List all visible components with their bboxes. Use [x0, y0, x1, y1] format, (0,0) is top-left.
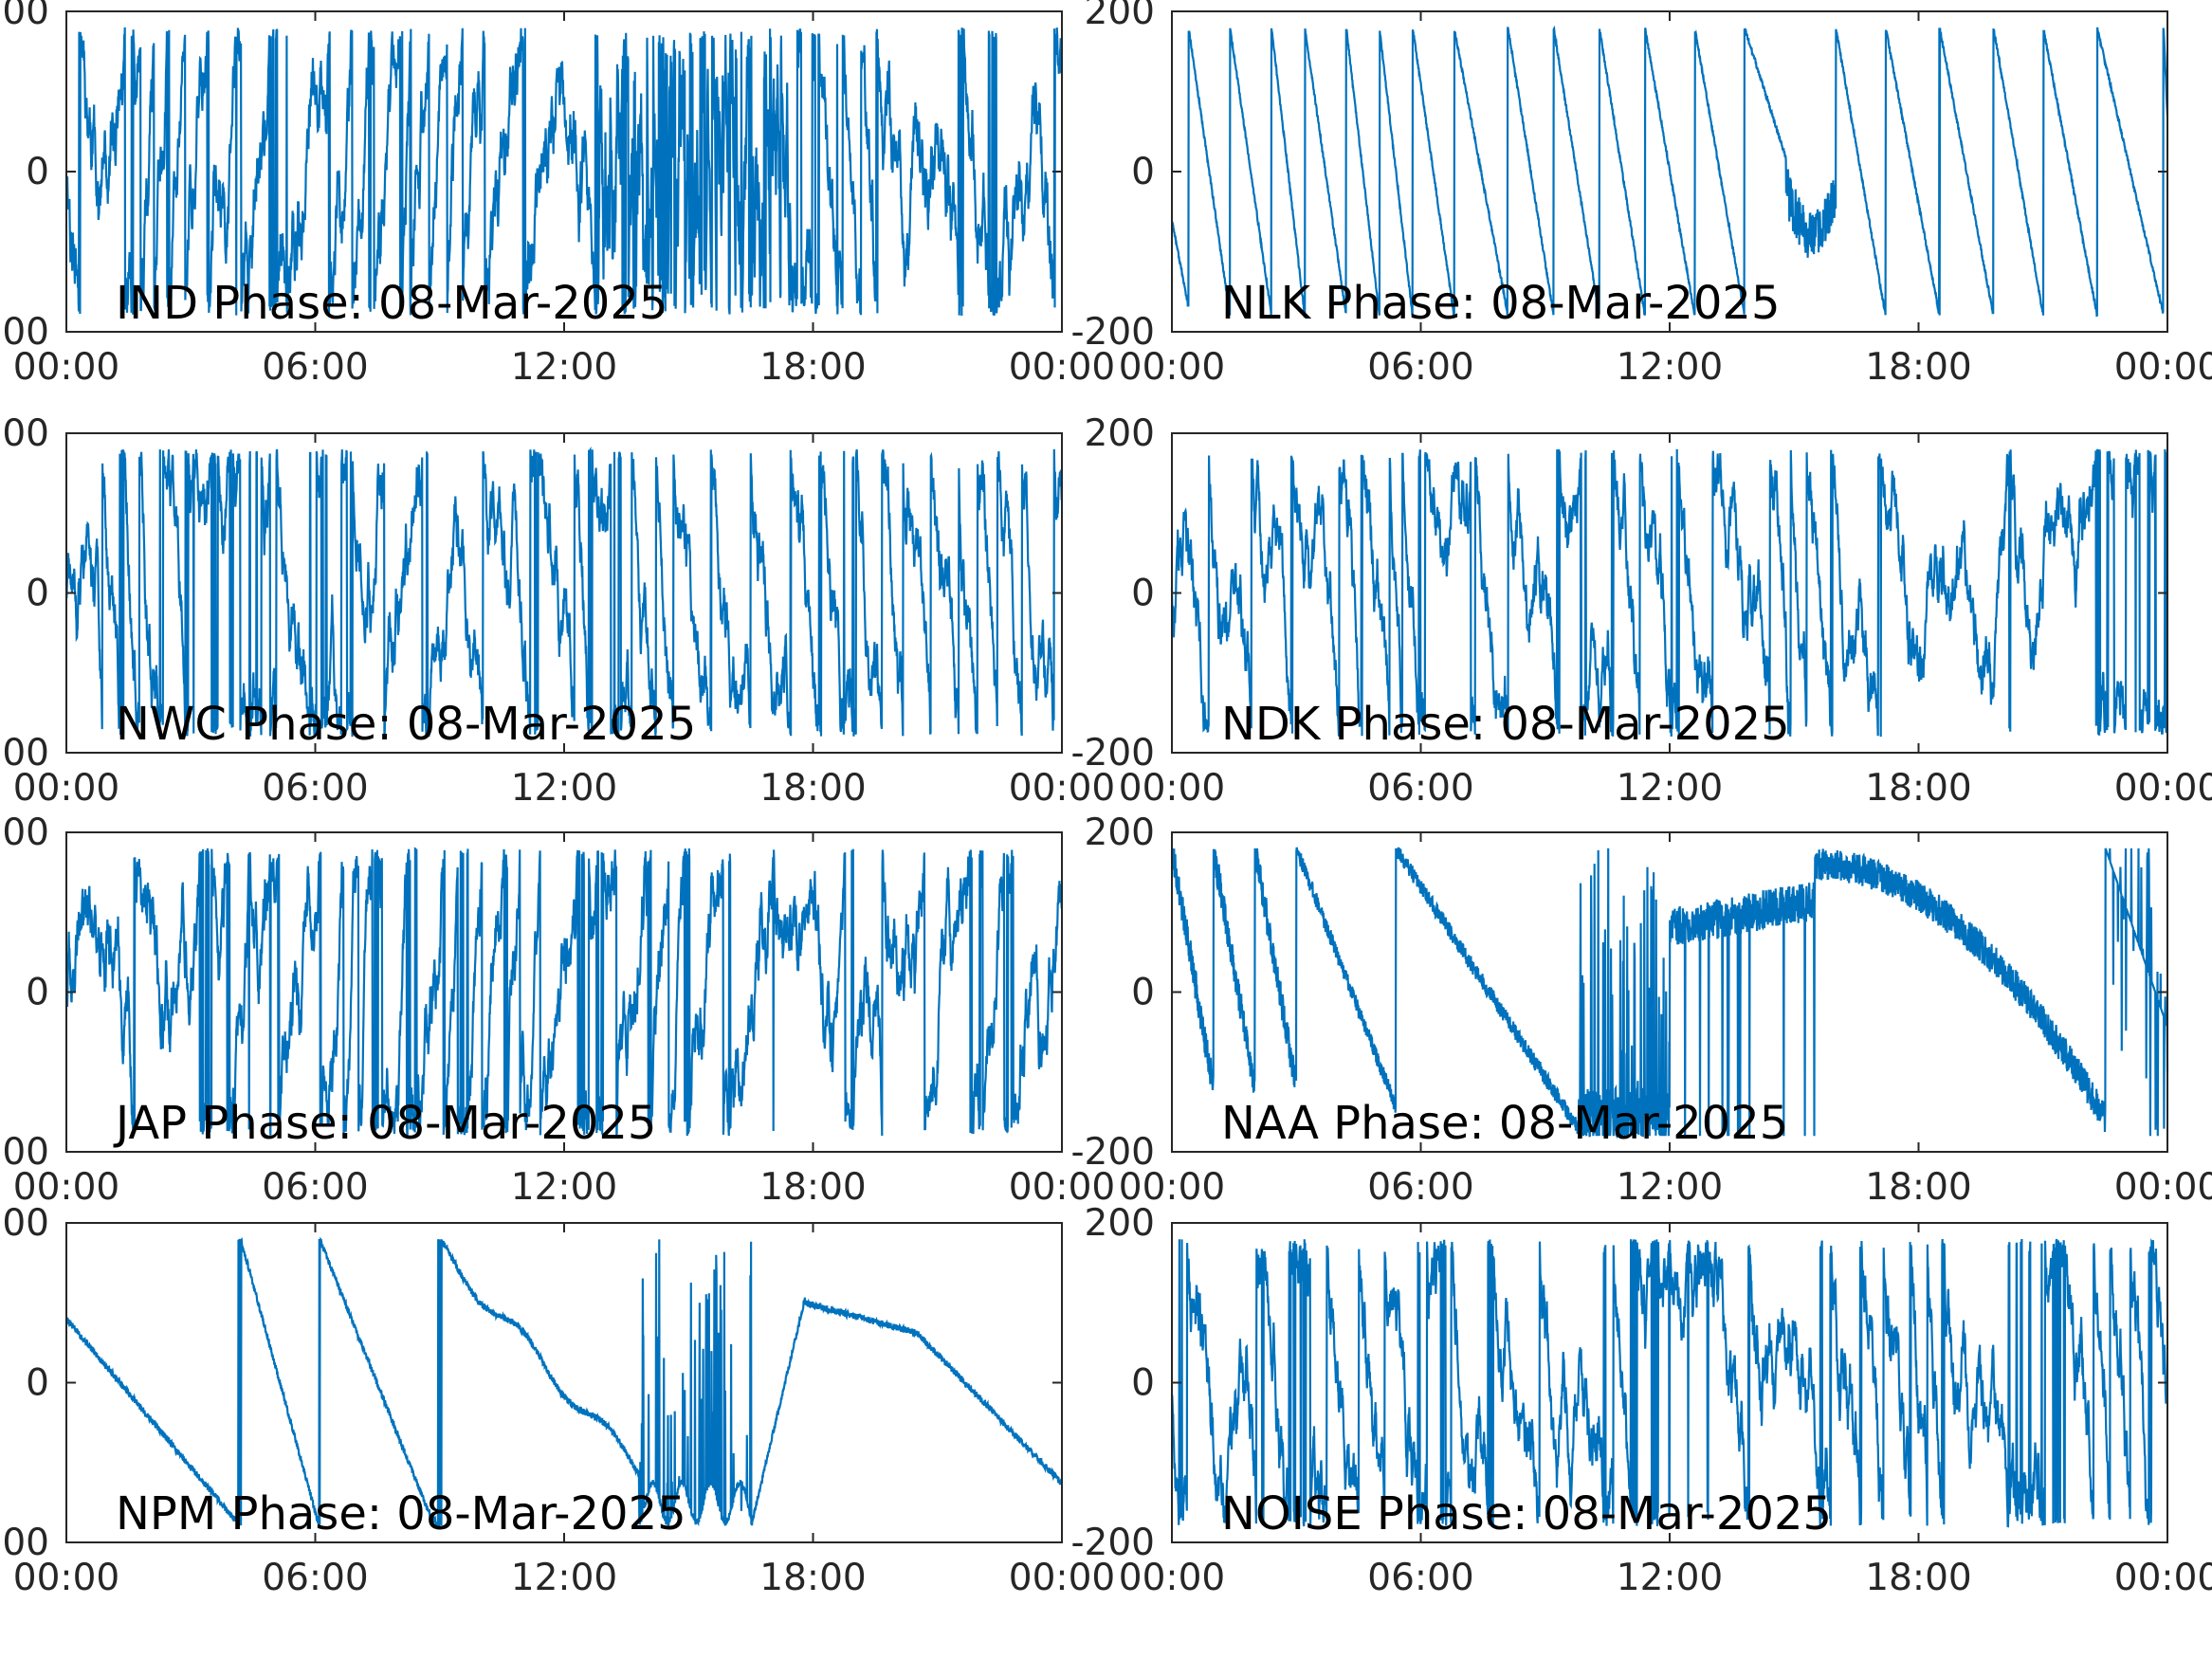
x-tick-label: 12:00 — [1617, 767, 1723, 810]
x-tick-label: 06:00 — [262, 1166, 368, 1209]
x-tick-label: 18:00 — [759, 767, 866, 810]
y-tick-label: -200 — [0, 1131, 49, 1174]
x-tick-label: 06:00 — [1367, 1557, 1473, 1599]
y-tick-label: 200 — [1085, 811, 1155, 854]
panel-label: NOISE Phase: 08-Mar-2025 — [1221, 1487, 1832, 1540]
panel-label: IND Phase: 08-Mar-2025 — [116, 277, 667, 330]
y-tick-label: 200 — [1085, 412, 1155, 455]
x-tick-label: 00:00 — [13, 346, 119, 389]
y-tick-label: -200 — [1070, 1131, 1155, 1174]
x-tick-label: 00:00 — [1009, 767, 1115, 810]
x-tick-label: 00:00 — [13, 767, 119, 810]
x-tick-label: 00:00 — [1119, 767, 1225, 810]
panel-label: NLK Phase: 08-Mar-2025 — [1221, 277, 1781, 330]
phase-series-line — [64, 27, 1064, 317]
x-tick-label: 12:00 — [511, 346, 617, 389]
y-tick-label: -200 — [1070, 732, 1155, 775]
phase-series-line — [64, 446, 1064, 738]
x-tick-label: 12:00 — [511, 767, 617, 810]
y-tick-label: -200 — [1070, 311, 1155, 354]
panel-label: NWC Phase: 08-Mar-2025 — [116, 698, 696, 751]
x-tick-label: 00:00 — [13, 1557, 119, 1599]
y-tick-label: 200 — [0, 811, 49, 854]
y-tick-label: 200 — [1085, 1202, 1155, 1245]
x-tick-label: 12:00 — [1617, 346, 1723, 389]
x-tick-label: 18:00 — [759, 1557, 866, 1599]
phase-series-line — [64, 847, 1064, 1139]
x-tick-label: 00:00 — [2114, 1557, 2212, 1599]
phase-series-line — [64, 1236, 1063, 1530]
y-tick-label: -200 — [0, 311, 49, 354]
panel-label: NPM Phase: 08-Mar-2025 — [116, 1487, 686, 1540]
y-tick-label: -200 — [0, 1522, 49, 1564]
x-tick-label: 18:00 — [1865, 767, 1971, 810]
phase-series-line — [1170, 448, 2169, 738]
phase-series-line — [1170, 25, 2169, 319]
y-tick-label: 0 — [1131, 972, 1155, 1014]
x-tick-label: 06:00 — [1367, 1166, 1473, 1209]
panel-label: NAA Phase: 08-Mar-2025 — [1221, 1097, 1788, 1150]
x-tick-label: 00:00 — [13, 1166, 119, 1209]
y-tick-label: -200 — [0, 732, 49, 775]
x-tick-label: 06:00 — [1367, 346, 1473, 389]
x-tick-label: 00:00 — [1119, 346, 1225, 389]
panel-label: JAP Phase: 08-Mar-2025 — [113, 1097, 656, 1150]
x-tick-label: 12:00 — [1617, 1557, 1723, 1599]
y-tick-label: 200 — [0, 1202, 49, 1245]
x-tick-label: 06:00 — [1367, 767, 1473, 810]
phase-series-line — [1170, 847, 2169, 1139]
x-tick-label: 06:00 — [262, 1557, 368, 1599]
x-tick-label: 00:00 — [1009, 1166, 1115, 1209]
phase-series-line — [1170, 1238, 2169, 1528]
y-tick-label: 0 — [1131, 151, 1155, 193]
x-tick-label: 12:00 — [511, 1166, 617, 1209]
x-tick-label: 18:00 — [759, 1166, 866, 1209]
y-tick-label: 0 — [26, 573, 49, 615]
y-tick-label: 0 — [26, 1362, 49, 1405]
y-tick-label: 0 — [26, 972, 49, 1014]
y-tick-label: 0 — [26, 151, 49, 193]
y-tick-label: 200 — [1085, 0, 1155, 33]
x-tick-label: 18:00 — [1865, 1166, 1971, 1209]
x-tick-label: 00:00 — [1009, 1557, 1115, 1599]
x-tick-label: 06:00 — [262, 346, 368, 389]
x-tick-label: 00:00 — [2114, 1166, 2212, 1209]
x-tick-label: 00:00 — [2114, 767, 2212, 810]
panel-label: NDK Phase: 08-Mar-2025 — [1221, 698, 1790, 751]
x-tick-label: 00:00 — [2114, 346, 2212, 389]
y-tick-label: 0 — [1131, 573, 1155, 615]
x-tick-label: 18:00 — [1865, 346, 1971, 389]
y-tick-label: 0 — [1131, 1362, 1155, 1405]
x-tick-label: 00:00 — [1119, 1166, 1225, 1209]
x-tick-label: 00:00 — [1119, 1557, 1225, 1599]
y-tick-label: -200 — [1070, 1522, 1155, 1564]
x-tick-label: 18:00 — [1865, 1557, 1971, 1599]
y-tick-label: 200 — [0, 0, 49, 33]
x-tick-label: 12:00 — [1617, 1166, 1723, 1209]
x-tick-label: 06:00 — [262, 767, 368, 810]
x-tick-label: 00:00 — [1009, 346, 1115, 389]
y-tick-label: 200 — [0, 412, 49, 455]
x-tick-label: 12:00 — [511, 1557, 617, 1599]
x-tick-label: 18:00 — [759, 346, 866, 389]
